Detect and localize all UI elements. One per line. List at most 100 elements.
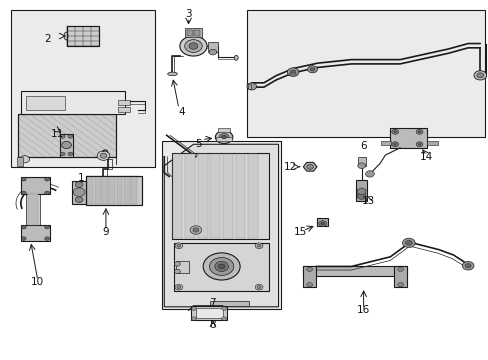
Circle shape [215, 131, 232, 144]
Bar [102, 176, 108, 204]
Bar [131, 176, 137, 204]
Circle shape [306, 267, 312, 271]
Circle shape [61, 141, 71, 149]
Circle shape [175, 243, 183, 249]
Polygon shape [303, 162, 316, 171]
Ellipse shape [64, 32, 68, 40]
Bar [389, 128, 426, 148]
Bar [86, 176, 142, 205]
Circle shape [246, 83, 256, 90]
Circle shape [75, 197, 83, 203]
Bar [246, 10, 484, 137]
Polygon shape [164, 144, 278, 307]
Circle shape [289, 70, 295, 74]
Circle shape [60, 152, 65, 156]
Circle shape [177, 244, 181, 247]
Circle shape [318, 221, 326, 226]
Text: 16: 16 [356, 305, 369, 315]
Bar [18, 157, 23, 166]
Circle shape [476, 73, 483, 78]
Circle shape [473, 71, 486, 80]
Circle shape [60, 135, 65, 138]
Bar [207, 42, 218, 52]
Circle shape [255, 284, 263, 290]
Bar [302, 266, 316, 287]
Circle shape [257, 244, 261, 247]
Bar [185, 28, 201, 37]
Bar [171, 153, 268, 239]
Text: 5: 5 [195, 139, 201, 149]
Bar [198, 154, 207, 238]
Ellipse shape [234, 55, 238, 60]
Circle shape [221, 307, 226, 310]
Bar [19, 114, 116, 157]
Bar [86, 176, 142, 205]
Bar [116, 176, 122, 204]
Bar [210, 154, 220, 238]
Circle shape [20, 156, 30, 163]
Bar [223, 154, 232, 238]
Bar [28, 194, 38, 225]
Circle shape [307, 66, 317, 73]
Circle shape [405, 240, 411, 246]
Text: 4: 4 [178, 107, 184, 117]
Ellipse shape [167, 72, 177, 76]
Bar [235, 154, 245, 238]
Bar [174, 243, 268, 291]
Text: 3: 3 [185, 9, 191, 19]
Text: 14: 14 [419, 152, 432, 162]
Circle shape [191, 307, 196, 310]
Bar [67, 26, 99, 46]
Bar [60, 134, 73, 157]
Circle shape [44, 225, 49, 229]
Bar [196, 308, 222, 318]
Circle shape [44, 177, 49, 181]
Circle shape [397, 267, 403, 271]
Text: 9: 9 [102, 227, 109, 237]
Circle shape [393, 143, 396, 145]
Circle shape [255, 243, 263, 249]
Circle shape [44, 237, 49, 240]
Circle shape [365, 171, 373, 177]
Bar [109, 176, 115, 204]
Bar [248, 154, 258, 238]
Bar [185, 154, 195, 238]
Text: 6: 6 [360, 141, 366, 151]
Bar [302, 266, 407, 276]
Circle shape [191, 317, 196, 320]
Bar [217, 128, 230, 132]
Bar [72, 181, 86, 204]
Circle shape [393, 131, 396, 133]
Text: 15: 15 [293, 227, 306, 237]
Circle shape [415, 129, 422, 134]
Bar [118, 100, 130, 105]
Bar [67, 26, 99, 46]
Text: 11: 11 [51, 129, 64, 139]
Circle shape [219, 134, 228, 141]
Circle shape [218, 264, 224, 269]
Circle shape [100, 153, 107, 158]
Text: 1: 1 [78, 173, 85, 183]
Bar [357, 157, 365, 166]
Circle shape [257, 286, 261, 289]
Circle shape [221, 135, 226, 139]
Circle shape [193, 228, 199, 232]
Bar [21, 225, 50, 241]
Circle shape [306, 164, 313, 169]
Circle shape [190, 226, 201, 234]
Bar [123, 176, 129, 204]
Text: 8: 8 [209, 320, 216, 330]
Bar [210, 301, 249, 306]
Circle shape [75, 182, 83, 188]
Circle shape [391, 142, 398, 147]
Circle shape [306, 283, 312, 287]
Circle shape [174, 262, 180, 266]
Bar [21, 91, 125, 114]
Circle shape [320, 222, 324, 225]
Circle shape [464, 264, 470, 268]
Circle shape [21, 237, 26, 240]
Bar [248, 84, 251, 89]
Bar [380, 141, 390, 145]
Bar [187, 30, 193, 36]
Circle shape [21, 225, 26, 229]
